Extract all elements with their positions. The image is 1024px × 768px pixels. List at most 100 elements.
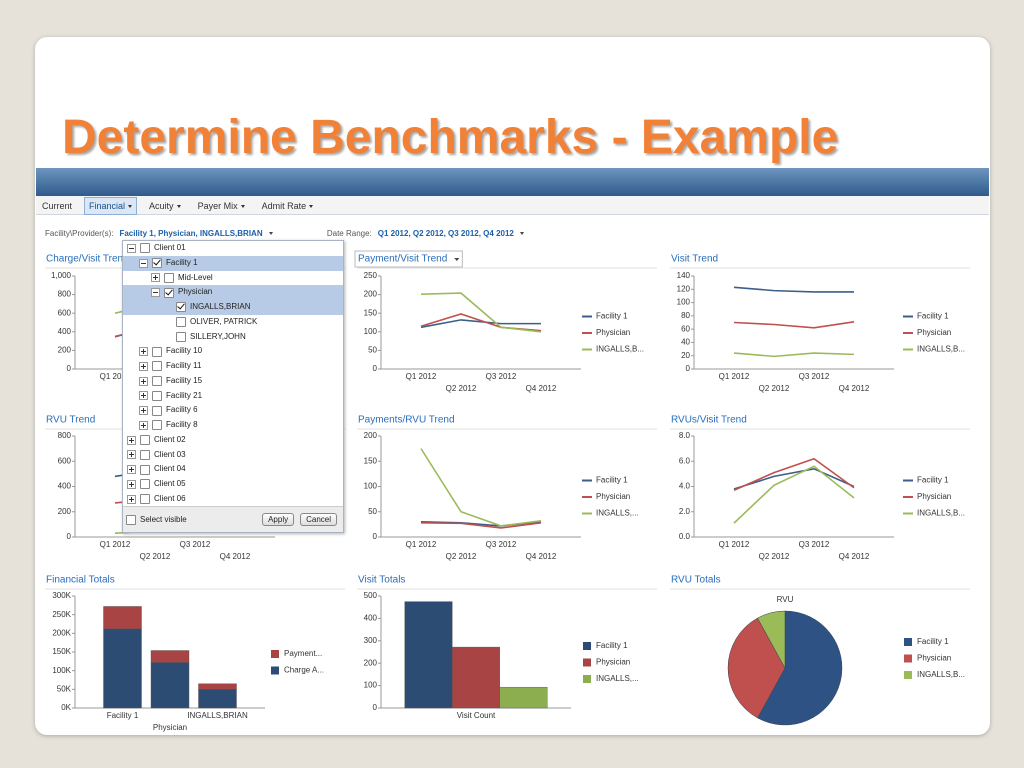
tree-label: Facility 6 [166, 405, 198, 415]
bar [499, 686, 548, 709]
pie-subtitle: RVU [777, 595, 794, 604]
checkbox[interactable] [152, 420, 162, 431]
legend-label: INGALLS,B... [917, 345, 965, 354]
y-tick-label: 600 [58, 308, 72, 317]
chart-title: Charge/Visit Trend [46, 254, 129, 265]
y-tick-label: 60 [681, 324, 690, 333]
tab[interactable]: Payer Mix [193, 197, 250, 215]
checkbox[interactable] [126, 514, 136, 525]
provider-tree-dropdown: Client 01 Facility 1 Mid-Level Physician ING… [122, 240, 344, 533]
checkbox[interactable] [140, 435, 150, 446]
tab[interactable]: Admit Rate [257, 197, 319, 215]
x-tick-label: Q1 2012 [406, 372, 437, 381]
x-tick-label: Q2 2012 [446, 552, 477, 561]
x-tick-label: Q4 2012 [526, 384, 557, 393]
tree-row: Facility 15 [123, 374, 343, 389]
checkbox[interactable] [176, 302, 186, 313]
chart-title: RVUs/Visit Trend [671, 415, 747, 426]
x-tick-label: Q3 2012 [799, 540, 830, 549]
legend-label: INGALLS,... [596, 509, 639, 518]
checkbox[interactable] [152, 405, 162, 416]
filter-value[interactable]: Facility 1, Physician, INGALLS,BRIAN [119, 229, 263, 238]
x-tick-label: Q1 2012 [406, 540, 437, 549]
expander[interactable] [127, 450, 136, 460]
legend-label: Facility 1 [917, 476, 949, 485]
expander[interactable] [139, 361, 148, 371]
checkbox[interactable] [140, 243, 150, 254]
y-tick-label: 100 [364, 681, 378, 690]
checkbox[interactable] [152, 390, 162, 401]
x-tick-label: Q1 2012 [719, 372, 750, 381]
legend-swatch [904, 638, 912, 646]
expander[interactable] [151, 288, 160, 298]
tab[interactable]: Current [42, 201, 73, 211]
apply-button[interactable]: Apply [262, 513, 295, 526]
checkbox[interactable] [152, 346, 162, 357]
expander[interactable] [151, 273, 160, 283]
checkbox[interactable] [140, 449, 150, 460]
expander[interactable] [127, 465, 136, 475]
expander[interactable] [127, 494, 136, 504]
menu-arrow [128, 205, 133, 209]
checkbox[interactable] [152, 361, 162, 372]
header-band [36, 168, 989, 196]
checkbox[interactable] [176, 331, 186, 342]
y-tick-label: 0.0 [679, 532, 691, 541]
legend-label: INGALLS,B... [917, 509, 965, 518]
checkbox[interactable] [164, 287, 174, 298]
y-tick-label: 100 [677, 298, 691, 307]
expander[interactable] [139, 420, 148, 430]
expander[interactable] [127, 479, 136, 489]
chart-title: Visit Totals [358, 575, 405, 586]
checkbox[interactable] [152, 376, 162, 387]
y-tick-label: 0 [67, 532, 72, 541]
checkbox[interactable] [140, 464, 150, 475]
tree-row: OLIVER, PATRICK [123, 315, 343, 330]
y-tick-label: 500 [364, 591, 378, 600]
tree-row: Client 05 [123, 477, 343, 492]
bar-segment [150, 662, 190, 709]
expander[interactable] [139, 376, 148, 386]
y-tick-label: 200K [52, 628, 71, 637]
expander[interactable] [139, 258, 148, 268]
filter-value[interactable]: Q1 2012, Q2 2012, Q3 2012, Q4 2012 [377, 229, 514, 238]
x-tick-label: Q4 2012 [839, 384, 870, 393]
chart-title: RVU Totals [671, 575, 721, 586]
checkbox[interactable] [152, 258, 162, 269]
checkbox[interactable] [164, 272, 174, 283]
expander[interactable] [139, 347, 148, 357]
tab[interactable]: Acuity [144, 197, 186, 215]
tree-row: Client 01 [123, 241, 343, 256]
dropdown-arrow[interactable] [519, 232, 524, 236]
tree-label: Mid-Level [178, 272, 213, 282]
dropdown-arrow[interactable] [268, 232, 273, 236]
pie-slice [757, 610, 786, 669]
y-tick-label: 300 [364, 636, 378, 645]
checkbox[interactable] [140, 494, 150, 505]
legend-label: Physician [596, 492, 630, 501]
expander[interactable] [139, 406, 148, 416]
cancel-button[interactable]: Cancel [300, 513, 337, 526]
tab[interactable]: Financial [84, 197, 138, 215]
y-tick-label: 120 [677, 284, 691, 293]
bar-segment [198, 683, 237, 690]
y-tick-label: 80 [681, 311, 690, 320]
expander[interactable] [139, 391, 148, 401]
bar [404, 601, 453, 709]
line-series [420, 319, 541, 329]
x-tick-label: Q2 2012 [759, 552, 790, 561]
checkbox[interactable] [140, 479, 150, 490]
x-tick-label: Q3 2012 [799, 372, 830, 381]
legend-label: Physician [596, 328, 630, 337]
bar-segment [103, 628, 142, 709]
tree-footer: Select visible Apply Cancel [123, 506, 343, 532]
tree-row: Facility 6 [123, 403, 343, 418]
expander[interactable] [127, 243, 136, 253]
tree-label: Physician [178, 287, 213, 297]
legend-swatch [583, 675, 591, 683]
tree-row: Facility 10 [123, 344, 343, 359]
y-tick-label: 0 [67, 364, 72, 373]
checkbox[interactable] [176, 317, 186, 328]
x-tick-label: Q4 2012 [839, 552, 870, 561]
expander[interactable] [127, 435, 136, 445]
